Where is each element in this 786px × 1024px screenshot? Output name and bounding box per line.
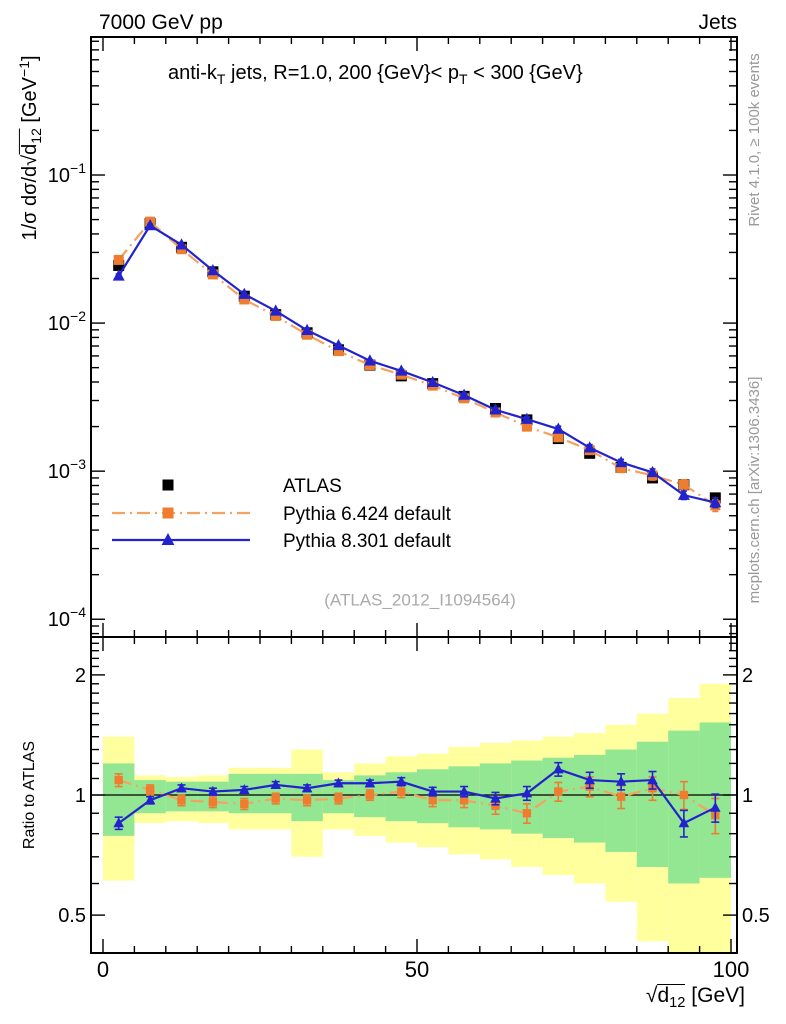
- series-pythia6-main: [113, 216, 721, 513]
- uncertainty-bands: [103, 683, 731, 953]
- y-tick-label: 10−1: [48, 160, 86, 187]
- x-tick-label: 50: [405, 957, 429, 982]
- y-tick-label: 10−4: [48, 604, 86, 631]
- ratio-tick-label-right: 2: [742, 665, 753, 687]
- legend: ATLAS Pythia 6.424 default Pythia 8.301 de…: [112, 476, 452, 552]
- series-pythia8-ratio: [113, 761, 721, 838]
- legend-label: Pythia 6.424 default: [283, 504, 452, 525]
- x-axis-title: √d12 [GeV]: [645, 984, 745, 1012]
- header-analysis-type: Jets: [698, 11, 737, 34]
- ratio-axis-title: Ratio to ATLAS: [21, 740, 39, 850]
- y-tick-label: 10−3: [48, 456, 86, 483]
- x-tick-label: 100: [713, 957, 750, 982]
- legend-label: Pythia 8.301 default: [283, 531, 452, 552]
- ratio-tick-label-right: 0.5: [742, 905, 770, 927]
- band-green-bin: [636, 741, 669, 868]
- legend-label: ATLAS: [283, 476, 342, 497]
- tick-labels: 0 50 100 10−1 10−2 10−3 10−4 2 2 1 1 0.5 0.5: [48, 160, 770, 982]
- header-beam-energy: 7000 GeV pp: [99, 11, 223, 34]
- axis-ticks: [91, 37, 737, 953]
- ratio-tick-label-left: 0.5: [58, 905, 86, 927]
- y-tick-label: 10−2: [48, 308, 86, 335]
- ratio-tick-label-right: 1: [742, 785, 753, 807]
- series-pythia6-ratio: [114, 773, 720, 835]
- y-axis-title: 1/σ dσ/d√d12 [GeV−1]: [15, 55, 44, 241]
- rivet-version-note: Rivet 4.1.0, ≥ 100k events: [745, 53, 763, 227]
- ratio-tick-label-left: 1: [75, 785, 86, 807]
- x-tick-label: 0: [97, 957, 109, 982]
- ratio-tick-label-left: 2: [75, 665, 86, 687]
- analysis-id-watermark: (ATLAS_2012_I1094564): [324, 590, 516, 610]
- series-atlas-main: [113, 218, 721, 504]
- series-pythia8-main: [112, 219, 722, 509]
- mcplots-reference-note: mcplots.cern.ch [arXiv:1306.3436]: [745, 376, 763, 604]
- band-green-bin: [574, 754, 606, 843]
- panel-title: anti-kT jets, R=1.0, 200 {GeV}< pT < 300…: [168, 62, 583, 87]
